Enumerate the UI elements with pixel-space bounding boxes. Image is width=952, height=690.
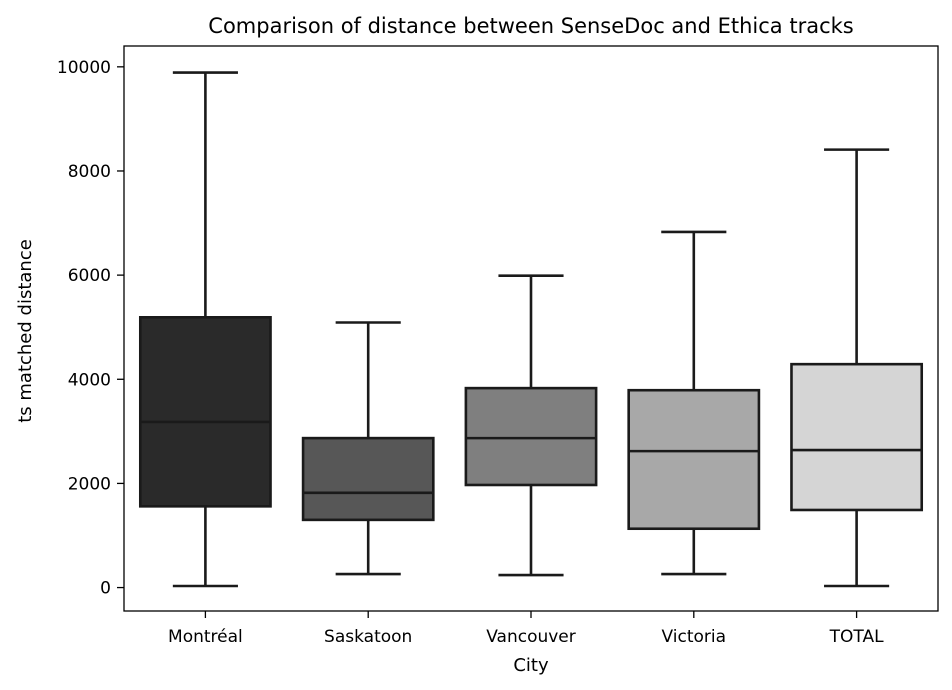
iqr-box bbox=[627, 388, 761, 531]
y-axis-label: ts matched distance bbox=[15, 239, 36, 423]
box-3 bbox=[464, 274, 598, 577]
box-2 bbox=[301, 321, 435, 576]
x-tick-label: Montréal bbox=[168, 627, 243, 647]
iqr-box bbox=[138, 316, 272, 508]
y-tick-label: 0 bbox=[100, 579, 111, 599]
y-axis: 0 2000 4000 6000 8000 10000 bbox=[57, 58, 124, 599]
y-tick-label: 8000 bbox=[68, 162, 111, 182]
y-tick-label: 4000 bbox=[68, 370, 111, 390]
iqr-box bbox=[301, 436, 435, 522]
y-tick-label: 10000 bbox=[57, 58, 111, 78]
boxes-group bbox=[138, 71, 924, 588]
plot-area: 0 2000 4000 6000 8000 10000 Montréal Saskatoon… bbox=[57, 45, 939, 647]
iqr-box bbox=[464, 386, 598, 487]
box-5 bbox=[790, 148, 924, 588]
chart-title: Comparison of distance between SenseDoc … bbox=[208, 14, 853, 38]
y-tick-label: 2000 bbox=[68, 474, 111, 494]
x-tick-label: Victoria bbox=[662, 627, 727, 647]
x-axis-label: City bbox=[513, 655, 549, 676]
x-tick-label: TOTAL bbox=[829, 627, 884, 647]
iqr-box bbox=[790, 362, 924, 512]
y-tick-label: 6000 bbox=[68, 266, 111, 286]
box-1 bbox=[138, 71, 272, 588]
box-4 bbox=[627, 230, 761, 576]
x-tick-label: Saskatoon bbox=[324, 627, 412, 647]
x-axis: Montréal Saskatoon Vancouver Victoria TOTAL bbox=[168, 611, 884, 647]
x-tick-label: Vancouver bbox=[486, 627, 576, 647]
